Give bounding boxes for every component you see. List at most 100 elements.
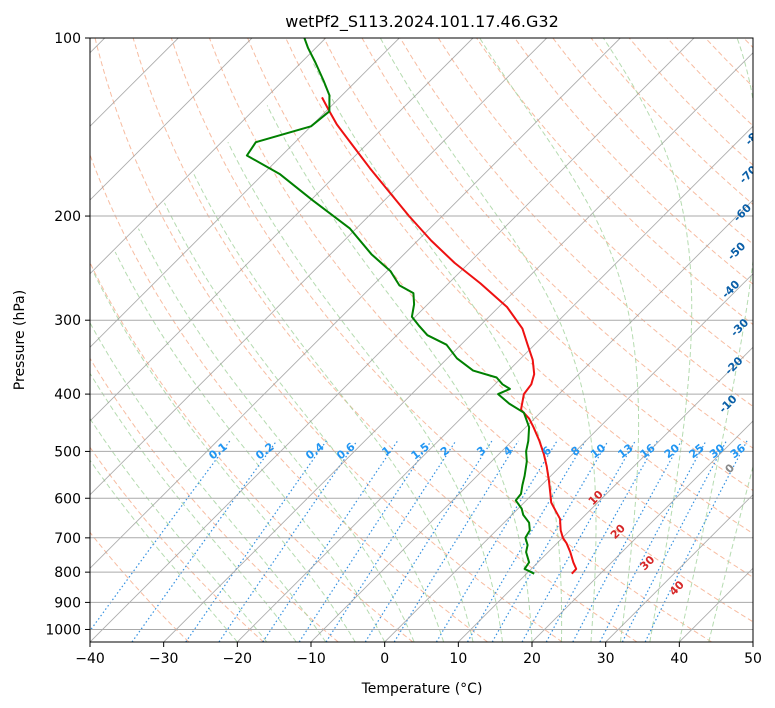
plot-area: 0.1 0.2 0.4 0.6 1 1.5 2 3 4 6 8 10 13 16 20 25 30 36-100-… <box>90 38 771 642</box>
isotherm-line <box>384 273 753 642</box>
y-axis-label: Pressure (hPa) <box>12 290 28 390</box>
dry-adiabat-line <box>666 38 753 127</box>
mixing-ratio-line <box>364 440 493 642</box>
dry-adiabat-line <box>628 38 753 166</box>
moist-adiabat-line <box>163 202 445 642</box>
mixing-ratio-label: 16 <box>638 441 658 461</box>
mixing-ratio-line <box>521 440 636 642</box>
dewpoint-line <box>245 38 535 575</box>
theta-label: 40 <box>667 578 687 598</box>
plot-frame <box>89 37 754 643</box>
wetbulb-label: -90 <box>748 86 771 109</box>
y-tick-label: 400 <box>54 387 81 403</box>
moist-adiabat-line <box>90 321 327 642</box>
isotherms <box>90 38 753 642</box>
mixing-ratio-label: 1.5 <box>409 440 432 462</box>
wetbulb-label: -50 <box>725 239 748 262</box>
theta-label: 10 <box>586 488 606 508</box>
dry-adiabat-line <box>437 38 753 366</box>
moist-adiabat-line <box>90 372 297 642</box>
wetbulb-label: 0 <box>723 461 738 476</box>
dry-adiabat-line <box>170 38 712 642</box>
isotherm-line <box>605 494 753 642</box>
x-tick-label: −10 <box>296 651 326 667</box>
dry-adiabat-line <box>94 38 563 642</box>
dry-adiabat-line <box>90 261 414 642</box>
wetbulb-label: -60 <box>731 201 754 224</box>
mixing-ratio-label: 13 <box>616 441 636 461</box>
x-tick-label: −40 <box>75 651 105 667</box>
chart-title: wetPf2_S113.2024.101.17.46.G32 <box>285 12 559 32</box>
isotherm-line <box>90 38 327 275</box>
x-tick-label: 50 <box>744 651 762 667</box>
dry-adiabat-line <box>323 38 753 492</box>
moist-adiabat-line <box>379 38 597 642</box>
mixing-ratio-line <box>262 440 399 642</box>
wetbulb-label: -40 <box>719 278 742 301</box>
moist-adiabat-line <box>93 273 356 642</box>
moist-adiabat-line <box>90 417 268 642</box>
wetbulb-label: -10 <box>716 392 739 415</box>
dry-adiabat-line <box>247 38 753 578</box>
dry-adiabat-line <box>90 531 190 642</box>
y-axis-ticks: 100 200 300 400 500 600 700 800 900 1000 <box>45 31 90 638</box>
x-tick-label: −30 <box>149 651 179 667</box>
mixing-ratio-line <box>491 440 609 642</box>
isotherm-line <box>90 38 548 496</box>
y-tick-label: 100 <box>54 31 81 47</box>
moist-adiabat-line <box>193 174 474 642</box>
isotherm-line <box>90 38 400 348</box>
mixing-ratio-line <box>90 440 231 632</box>
theta-label: 30 <box>637 553 657 573</box>
moist-adiabat-line <box>602 38 693 642</box>
x-tick-label: 40 <box>670 651 688 667</box>
dry-adiabat-line <box>742 38 753 49</box>
isotherm-line <box>236 125 753 642</box>
x-tick-label: 0 <box>380 651 389 667</box>
dry-adiabat-line <box>514 38 753 285</box>
dry-adiabat-line <box>90 153 488 642</box>
mixing-ratio-line <box>545 440 658 642</box>
isotherm-line <box>90 38 253 201</box>
y-tick-label: 900 <box>54 595 81 611</box>
moist-adiabat-line <box>114 251 386 642</box>
y-tick-label: 500 <box>54 444 81 460</box>
mixing-ratio-line <box>466 440 587 642</box>
moist-adiabat-line <box>227 141 503 642</box>
mixing-ratio-line <box>621 440 727 642</box>
wetbulb-label: -80 <box>743 125 766 148</box>
y-tick-label: 800 <box>54 565 81 581</box>
moist-adiabats <box>90 38 753 642</box>
wetbulb-label: -70 <box>737 163 760 186</box>
isotherm-line <box>310 199 753 642</box>
dry-adiabat-line <box>590 38 753 206</box>
isotherm-line <box>90 38 474 422</box>
dry-adiabat-line <box>285 38 753 535</box>
moist-adiabat-line <box>266 105 533 642</box>
dry-adiabat-line <box>399 38 753 408</box>
isotherm-line <box>90 38 695 642</box>
mixing-ratio-line <box>298 440 432 642</box>
mixing-ratio-label: 0.1 <box>206 440 229 462</box>
x-tick-label: 20 <box>523 651 541 667</box>
temperature-line <box>321 96 578 575</box>
dry-adiabat-line <box>208 38 753 623</box>
dry-adiabat-line <box>361 38 753 449</box>
moist-adiabat-line <box>312 62 563 642</box>
pressure-gridlines <box>90 38 753 630</box>
isotherm-line <box>457 346 753 642</box>
mixing-ratio-label: 10 <box>588 441 608 461</box>
profile-lines <box>245 38 578 575</box>
mixing-ratio-line <box>131 440 278 642</box>
x-tick-label: 10 <box>449 651 467 667</box>
x-tick-label: −20 <box>223 651 253 667</box>
moist-adiabat-line <box>137 228 415 642</box>
isotherm-line <box>90 38 621 569</box>
y-tick-label: 200 <box>54 209 81 225</box>
moist-adiabat-line <box>708 464 753 642</box>
dry-adiabat-line <box>90 446 264 642</box>
dry-adiabat-line <box>475 38 753 326</box>
mixing-ratio-line <box>325 440 457 642</box>
y-tick-label: 300 <box>54 313 81 329</box>
mixing-ratio-label: 25 <box>687 441 707 461</box>
